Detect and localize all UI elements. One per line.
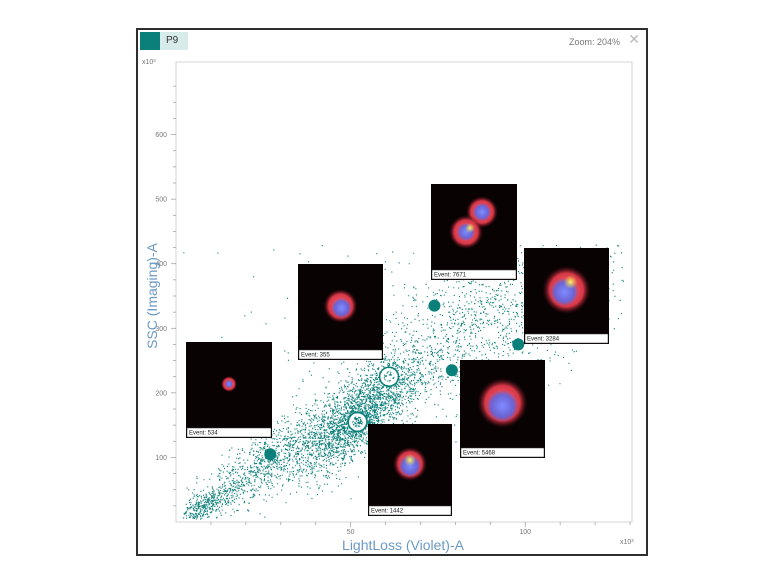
x-axis-exponent: x10³ xyxy=(620,539,634,546)
cell-stain xyxy=(404,454,416,466)
thumbnail-caption-box xyxy=(368,505,452,516)
event-label: Event: 534 xyxy=(189,431,218,437)
cell-stain xyxy=(473,203,491,221)
cell-thumbnail[interactable]: Event: 1442 xyxy=(368,424,452,516)
y-tick-label: 600 xyxy=(155,132,167,139)
cell-stain xyxy=(486,390,519,422)
y-tick-label: 400 xyxy=(155,261,167,268)
cell-stain xyxy=(563,275,578,289)
y-tick-label: 200 xyxy=(155,390,167,397)
thumbnail-caption-box xyxy=(431,269,517,280)
cell-thumbnail[interactable]: Event: 355 xyxy=(298,264,383,360)
event-label: Event: 5468 xyxy=(463,451,496,457)
x-tick-label: 50 xyxy=(347,529,355,536)
event-marker-ring xyxy=(378,366,400,387)
event-marker[interactable] xyxy=(428,299,441,312)
cell-thumbnail[interactable]: Event: 5468 xyxy=(460,360,545,458)
plot-panel: P9 Zoom: 204% ✕ 100 200 300 400 500 600 50 100 … xyxy=(136,28,648,556)
cell-thumbnail[interactable]: Event: 3284 xyxy=(524,248,609,344)
event-dot-cloud xyxy=(183,244,624,520)
event-marker[interactable] xyxy=(512,338,525,351)
cell-stain xyxy=(331,298,352,318)
y-axis-title: SSC (Imaging)-A xyxy=(144,242,160,348)
event-label: Event: 7671 xyxy=(434,273,467,279)
y-tick-label: 300 xyxy=(155,326,167,333)
x-tick-label: 100 xyxy=(519,529,531,536)
event-label: Event: 1442 xyxy=(371,509,404,515)
y-tick-label: 100 xyxy=(155,455,167,462)
close-icon[interactable]: ✕ xyxy=(628,31,640,47)
event-marker[interactable] xyxy=(445,364,458,377)
plot-tab[interactable]: P9 xyxy=(140,32,189,50)
event-marker-selected[interactable] xyxy=(349,413,367,431)
cell-thumbnail[interactable]: Event: 534 xyxy=(186,342,272,438)
axes: 100 200 300 400 500 600 50 100 xyxy=(155,61,633,536)
cell-thumbnail[interactable]: Event: 7671 xyxy=(431,184,517,280)
x-axis-title: LightLoss (Violet)-A xyxy=(342,537,465,553)
thumbnail-caption-box xyxy=(460,447,545,458)
event-marker[interactable] xyxy=(264,448,277,461)
event-markers xyxy=(264,299,525,461)
event-label: Event: 3284 xyxy=(527,337,560,343)
thumbnail-caption-box xyxy=(524,333,609,344)
cell-stain xyxy=(465,223,475,233)
event-dots xyxy=(183,244,624,520)
thumbnail-caption-box xyxy=(186,427,272,438)
zoom-level: Zoom: 204% xyxy=(568,37,620,47)
event-marker-selected[interactable] xyxy=(380,368,398,386)
plot-name: P9 xyxy=(160,32,189,50)
event-marker-ring xyxy=(347,411,368,433)
cell-thumbnails: Event: 534 Event: 1442 Event: 355 Event: 76… xyxy=(186,184,609,516)
thumbnail-caption-box xyxy=(298,349,383,360)
event-label: Event: 355 xyxy=(301,353,330,359)
y-tick-label: 500 xyxy=(155,197,167,204)
y-axis-exponent: x10³ xyxy=(142,59,156,66)
cell-stain xyxy=(225,380,233,388)
plot-area-border xyxy=(175,61,633,523)
plot-color-swatch xyxy=(140,32,160,50)
